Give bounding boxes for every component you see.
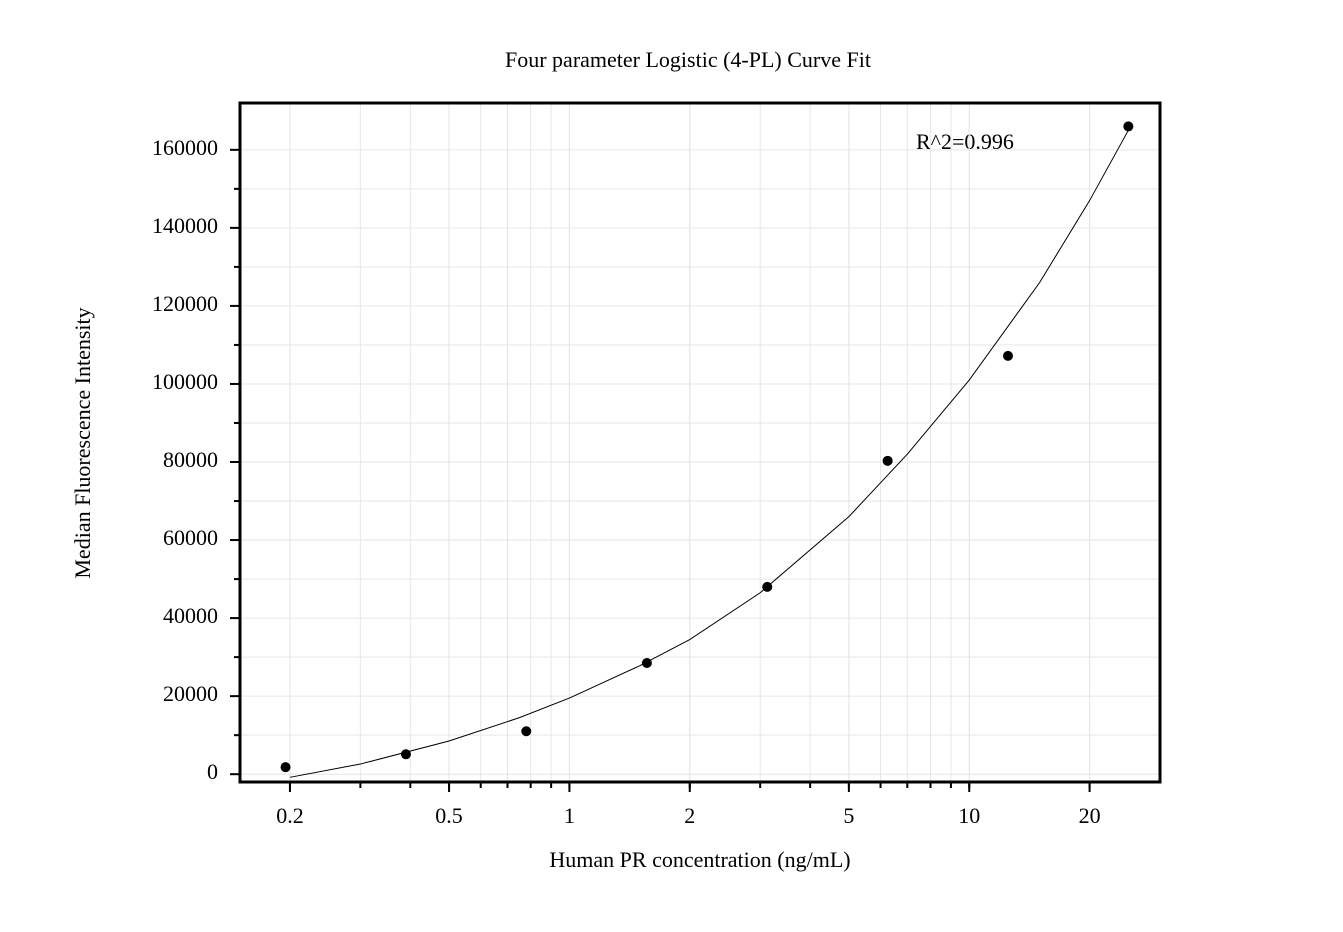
y-tick-label: 100000: [152, 369, 218, 394]
y-tick-label: 60000: [163, 525, 218, 550]
x-tick-label: 20: [1079, 803, 1101, 828]
y-tick-label: 0: [207, 759, 218, 784]
y-tick-label: 140000: [152, 213, 218, 238]
data-point: [641, 657, 652, 668]
data-point: [882, 455, 893, 466]
data-point: [521, 726, 532, 737]
x-tick-label: 1: [564, 803, 575, 828]
data-point: [400, 749, 411, 760]
y-tick-label: 120000: [152, 291, 218, 316]
y-tick-label: 160000: [152, 135, 218, 160]
plot-frame: [238, 101, 1162, 784]
y-tick-label: 40000: [163, 603, 218, 628]
chart-title: Four parameter Logistic (4-PL) Curve Fit: [505, 47, 871, 72]
x-tick-label: 0.5: [435, 803, 463, 828]
x-tick-label: 2: [684, 803, 695, 828]
y-tick-label: 80000: [163, 447, 218, 472]
x-tick-label: 0.2: [276, 803, 304, 828]
x-axis-label: Human PR concentration (ng/mL): [549, 847, 850, 872]
x-tick-label: 5: [843, 803, 854, 828]
x-tick-label: 10: [958, 803, 980, 828]
y-tick-label: 20000: [163, 681, 218, 706]
data-point: [280, 762, 291, 773]
fit-curve: [289, 130, 1129, 778]
data-point: [1002, 350, 1013, 361]
data-point: [1123, 121, 1134, 132]
y-axis-label: Median Fluorescence Intensity: [70, 307, 95, 578]
data-point: [762, 581, 773, 592]
